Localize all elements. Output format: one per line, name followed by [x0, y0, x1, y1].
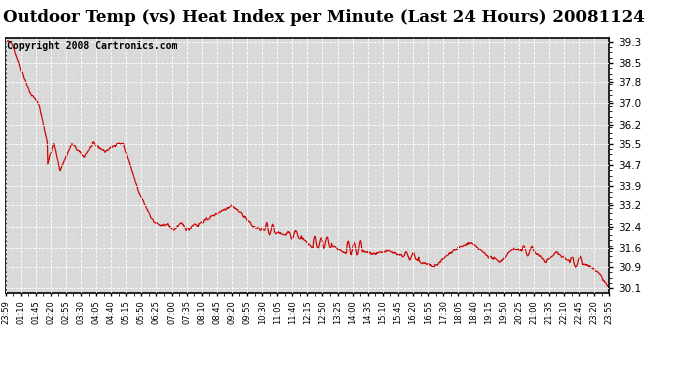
Text: Outdoor Temp (vs) Heat Index per Minute (Last 24 Hours) 20081124: Outdoor Temp (vs) Heat Index per Minute … — [3, 9, 645, 26]
Text: Copyright 2008 Cartronics.com: Copyright 2008 Cartronics.com — [7, 41, 177, 51]
